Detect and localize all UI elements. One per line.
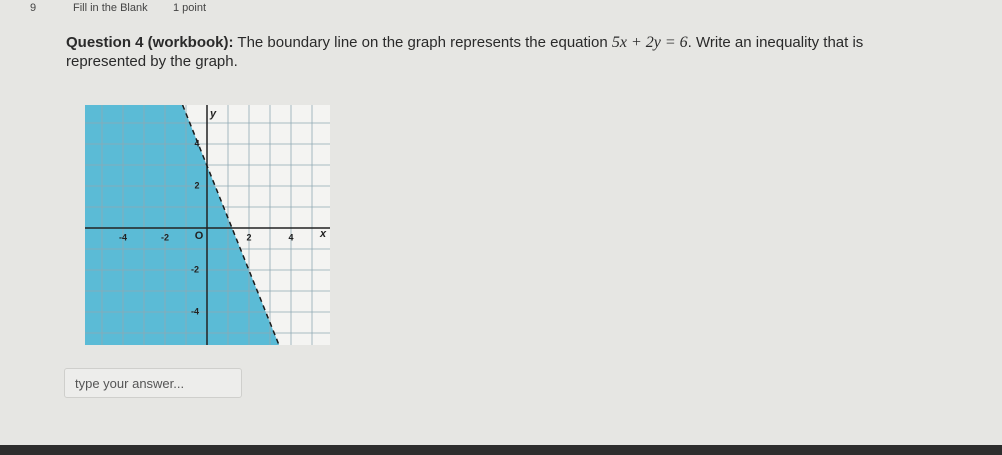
graph: y x -4 -2 O 2 4 4 2 -2 -4 [85,105,330,345]
equation: 5x + 2y = 6 [611,34,688,51]
question-label: Question 4 (workbook): [66,34,234,51]
x-axis-label: x [319,228,327,240]
origin-label: O [195,230,204,242]
answer-input[interactable]: type your answer... [64,368,242,398]
points: 1 point [173,2,207,14]
question-text: Question 4 (workbook): The boundary line… [66,33,946,71]
y-axis-label: y [209,108,217,120]
y-tick-label: -2 [191,264,199,274]
question-type: Fill in the Blank [73,2,148,14]
x-tick-label: 4 [288,232,293,242]
x-tick-label: -4 [119,232,127,242]
y-tick-label: 2 [194,180,199,190]
y-tick-label: 4 [194,138,199,148]
bottom-bar [0,445,1002,455]
x-tick-label: -2 [161,232,169,242]
question-number: 9 [30,2,37,14]
question-body: The boundary line on the graph represent… [237,34,608,51]
y-tick-label: -4 [191,306,199,316]
x-tick-label: 2 [246,232,251,242]
question-body-end: . Write an inequality that is represente… [66,34,864,70]
boundary-line [181,105,280,345]
